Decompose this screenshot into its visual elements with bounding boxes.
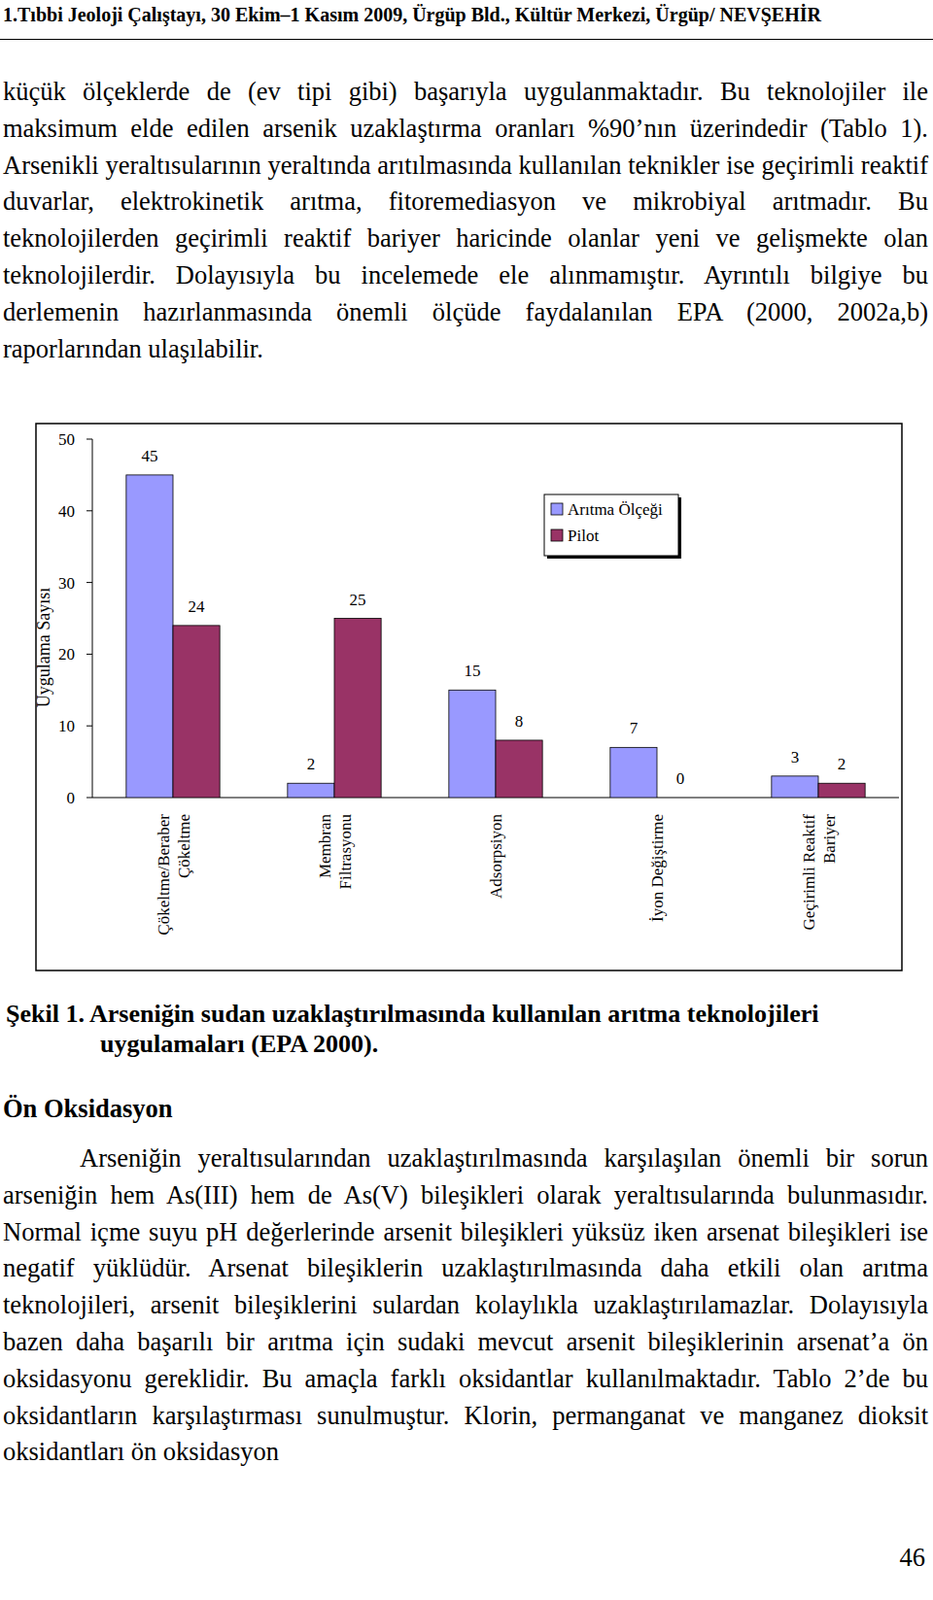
- label-line: Filtrasyonu: [336, 814, 355, 891]
- header-rule: [0, 38, 933, 40]
- label-line: Çökeltme: [174, 814, 194, 879]
- bars: [126, 475, 865, 798]
- y-tick-label: 0: [67, 789, 76, 808]
- data-label: 45: [140, 447, 158, 466]
- label-line: İyon Değiştirme: [648, 814, 667, 923]
- bar: [495, 740, 543, 798]
- y-tick: [86, 797, 93, 799]
- bar: [656, 797, 704, 799]
- y-tick-label: 10: [58, 717, 75, 736]
- legend-swatch: [551, 529, 563, 542]
- bar: [449, 690, 496, 798]
- page-number: 46: [899, 1543, 927, 1574]
- paragraph: Arseniğin yeraltısularından uzaklaştırıl…: [2, 1140, 929, 1472]
- x-tick-label: Geçirimli ReaktifBariyer: [799, 814, 839, 932]
- x-tick-label: İyon Değiştirme: [648, 814, 667, 923]
- y-tick: [86, 725, 93, 727]
- legend-label: Pilot: [567, 526, 599, 546]
- y-tick-label: 20: [58, 645, 75, 664]
- chart: 0 10 20 30 40 50 Uygulama Sayısı 45 2 15 7 3 24 25 8 0 2…: [0, 0, 933, 1600]
- page-header: 1.Tıbbi Jeoloji Çalıştayı, 30 Ekim–1 Kas…: [2, 3, 822, 27]
- y-tick-label: 40: [58, 502, 75, 521]
- data-label: 7: [629, 719, 639, 738]
- y-tick: [86, 439, 93, 441]
- data-label: 24: [188, 597, 207, 617]
- y-tick: [86, 582, 93, 584]
- section-title: Ön Oksidasyon: [2, 1094, 173, 1125]
- paragraph: küçük ölçeklerde de (ev tipi gibi) başar…: [2, 73, 929, 368]
- legend-label: Arıtma Ölçeği: [567, 500, 663, 519]
- bar: [771, 776, 819, 798]
- bar: [126, 475, 173, 798]
- data-label: 2: [307, 755, 316, 774]
- label-line: Adsorpsiyon: [486, 814, 506, 899]
- y-tick-label: 30: [58, 574, 75, 593]
- y-tick-label: 50: [58, 430, 75, 450]
- bar: [334, 619, 381, 799]
- x-tick-label: Çökeltme/BeraberÇökeltme: [154, 814, 194, 936]
- y-axis-label: Uygulama Sayısı: [34, 587, 54, 709]
- y-axis: [92, 439, 94, 798]
- x-tick-label: MembranFiltrasyonu: [315, 814, 355, 891]
- bar: [172, 625, 220, 798]
- legend-swatch: [551, 503, 563, 516]
- figure-frame: [35, 423, 902, 971]
- data-label: 0: [676, 769, 686, 789]
- label-line: Bariyer: [820, 814, 839, 864]
- figure-caption: Şekil 1. Arseniğin sudan uzaklaştırılmas…: [2, 999, 929, 1060]
- label-line: Çökeltme/Beraber: [154, 814, 173, 936]
- label-line: Membran: [315, 814, 335, 880]
- data-label: 8: [515, 712, 524, 731]
- bar: [818, 783, 865, 798]
- data-label: 25: [349, 590, 367, 610]
- y-tick: [86, 654, 93, 656]
- y-tick: [86, 510, 93, 512]
- data-label: 2: [837, 755, 847, 774]
- bar: [610, 747, 657, 798]
- data-label: 15: [463, 661, 481, 681]
- bar: [287, 783, 335, 798]
- label-line: Geçirimli Reaktif: [799, 814, 819, 932]
- data-label: 3: [791, 748, 800, 767]
- page: { "header": "1.Tıbbi Jeoloji Çalıştayı, …: [0, 0, 933, 1600]
- x-tick-label: Adsorpsiyon: [486, 814, 506, 899]
- legend-box: [544, 494, 679, 556]
